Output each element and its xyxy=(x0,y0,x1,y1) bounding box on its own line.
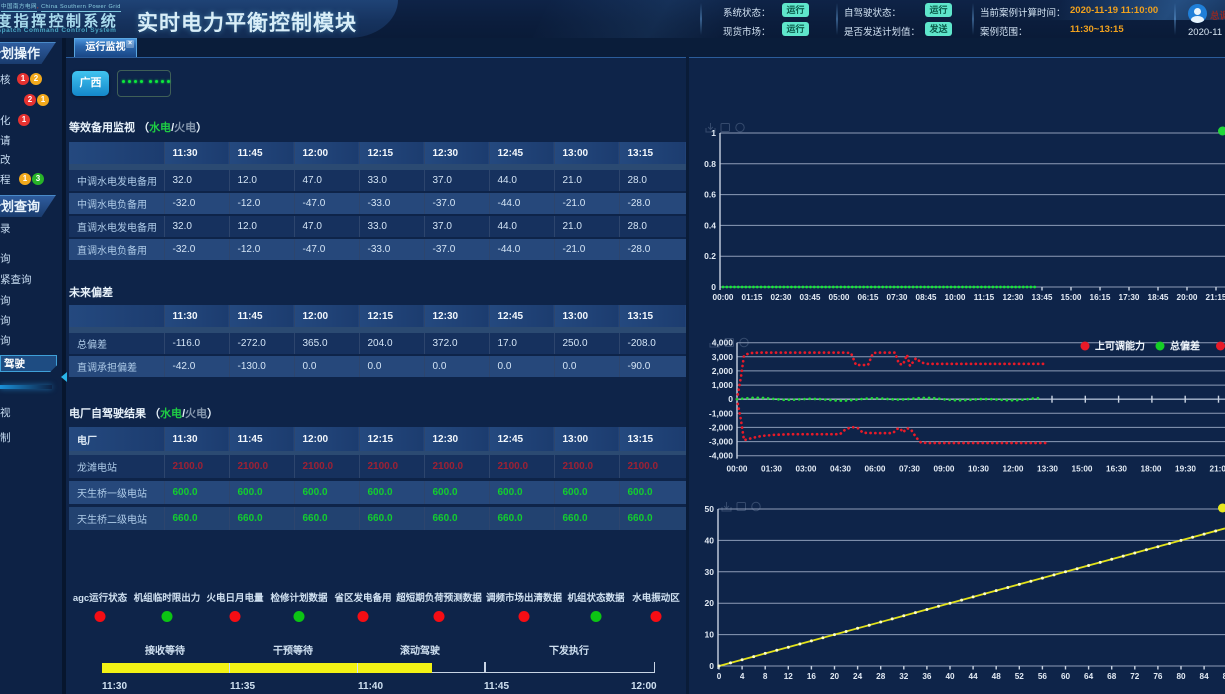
svg-text:15:00: 15:00 xyxy=(1072,465,1093,474)
svg-text:00:00: 00:00 xyxy=(713,293,734,302)
svg-text:76: 76 xyxy=(1153,672,1163,681)
svg-text:01:15: 01:15 xyxy=(742,293,763,302)
svg-text:13:30: 13:30 xyxy=(1037,465,1058,474)
svg-text:10: 10 xyxy=(705,630,715,640)
svg-text:06:15: 06:15 xyxy=(858,293,879,302)
svg-text:21:00: 21:00 xyxy=(1210,465,1225,474)
svg-text:44: 44 xyxy=(969,672,979,681)
svg-text:06:00: 06:00 xyxy=(865,465,886,474)
svg-text:40: 40 xyxy=(945,672,955,681)
svg-text:16:15: 16:15 xyxy=(1090,293,1111,302)
svg-text:12:30: 12:30 xyxy=(1003,293,1024,302)
svg-text:03:00: 03:00 xyxy=(796,465,817,474)
svg-text:-2,000: -2,000 xyxy=(709,422,733,432)
svg-text:32: 32 xyxy=(899,672,909,681)
svg-text:8: 8 xyxy=(763,672,768,681)
svg-text:21:15: 21:15 xyxy=(1206,293,1225,302)
svg-text:30: 30 xyxy=(705,567,715,577)
svg-text:10:30: 10:30 xyxy=(968,465,989,474)
svg-text:0: 0 xyxy=(711,282,716,292)
svg-text:28: 28 xyxy=(876,672,886,681)
svg-text:88: 88 xyxy=(1223,672,1225,681)
svg-text:13:45: 13:45 xyxy=(1032,293,1053,302)
svg-text:04:30: 04:30 xyxy=(830,465,851,474)
svg-text:1: 1 xyxy=(711,128,716,138)
svg-text:0: 0 xyxy=(709,661,714,671)
svg-text:07:30: 07:30 xyxy=(899,465,920,474)
svg-text:3,000: 3,000 xyxy=(712,352,734,362)
svg-text:08:45: 08:45 xyxy=(916,293,937,302)
svg-text:11:15: 11:15 xyxy=(974,293,995,302)
svg-text:0: 0 xyxy=(728,394,733,404)
svg-text:1,000: 1,000 xyxy=(712,380,734,390)
svg-text:48: 48 xyxy=(992,672,1002,681)
svg-text:0.6: 0.6 xyxy=(704,190,716,200)
svg-text:0.8: 0.8 xyxy=(704,159,716,169)
svg-text:56: 56 xyxy=(1038,672,1048,681)
svg-text:10:00: 10:00 xyxy=(945,293,966,302)
svg-text:-1,000: -1,000 xyxy=(709,408,733,418)
svg-text:20:00: 20:00 xyxy=(1177,293,1198,302)
svg-text:18:45: 18:45 xyxy=(1148,293,1169,302)
svg-text:12:00: 12:00 xyxy=(1003,465,1024,474)
svg-text:0.4: 0.4 xyxy=(704,220,716,230)
svg-text:上可调能力: 上可调能力 xyxy=(1095,340,1145,353)
svg-text:52: 52 xyxy=(1015,672,1025,681)
svg-text:17:30: 17:30 xyxy=(1119,293,1140,302)
svg-text:4,000: 4,000 xyxy=(712,338,734,348)
svg-text:19:30: 19:30 xyxy=(1175,465,1196,474)
svg-text:16: 16 xyxy=(807,672,817,681)
svg-text:-4,000: -4,000 xyxy=(709,451,733,461)
svg-text:15:00: 15:00 xyxy=(1061,293,1082,302)
svg-text:4: 4 xyxy=(740,672,745,681)
svg-text:16:30: 16:30 xyxy=(1106,465,1127,474)
svg-text:20: 20 xyxy=(830,672,840,681)
svg-text:0: 0 xyxy=(717,672,722,681)
svg-text:总偏差: 总偏差 xyxy=(1170,340,1200,353)
svg-text:2,000: 2,000 xyxy=(712,366,734,376)
svg-text:80: 80 xyxy=(1176,672,1186,681)
svg-text:0.2: 0.2 xyxy=(704,251,716,261)
svg-text:24: 24 xyxy=(853,672,863,681)
svg-text:02:30: 02:30 xyxy=(771,293,792,302)
svg-text:09:00: 09:00 xyxy=(934,465,955,474)
svg-text:60: 60 xyxy=(1061,672,1071,681)
svg-text:07:30: 07:30 xyxy=(887,293,908,302)
svg-text:64: 64 xyxy=(1084,672,1094,681)
svg-text:18:00: 18:00 xyxy=(1141,465,1162,474)
svg-text:01:30: 01:30 xyxy=(761,465,782,474)
svg-text:00:00: 00:00 xyxy=(727,465,748,474)
svg-text:50: 50 xyxy=(705,504,715,514)
svg-text:72: 72 xyxy=(1130,672,1140,681)
svg-text:05:00: 05:00 xyxy=(829,293,850,302)
svg-text:84: 84 xyxy=(1200,672,1210,681)
svg-text:03:45: 03:45 xyxy=(800,293,821,302)
svg-text:-3,000: -3,000 xyxy=(709,437,733,447)
svg-text:36: 36 xyxy=(922,672,932,681)
svg-text:68: 68 xyxy=(1107,672,1117,681)
svg-text:12: 12 xyxy=(784,672,794,681)
svg-text:40: 40 xyxy=(705,535,715,545)
svg-text:20: 20 xyxy=(705,598,715,608)
